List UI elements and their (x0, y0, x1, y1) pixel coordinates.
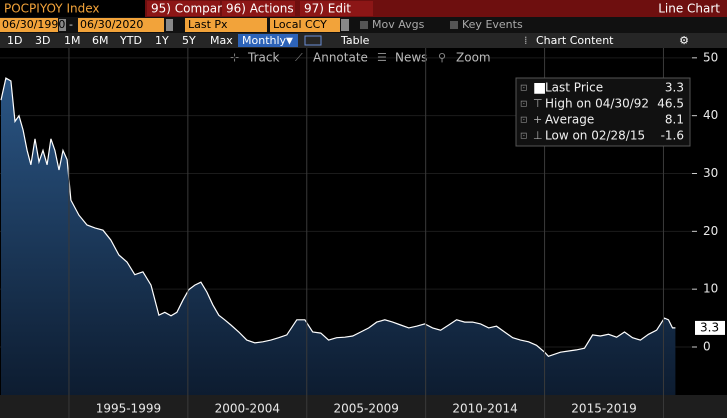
table-button[interactable]: Table (340, 34, 370, 47)
calendar-icon[interactable] (166, 19, 173, 31)
y-tick-label: 40 (703, 108, 718, 122)
currency: Local CCY (273, 18, 327, 31)
legend-icon: ⊡ (520, 100, 528, 110)
y-tick-label: 30 (703, 166, 718, 180)
legend-icon: ⊡ (520, 116, 528, 126)
legend-symbol: ■ (533, 80, 546, 96)
tool-button[interactable]: News (395, 51, 427, 65)
view-name: Line Chart (658, 2, 720, 16)
menu-label: 96) Actions (226, 2, 294, 16)
legend-value: 3.3 (665, 81, 684, 95)
menu-label: 97) Edit (304, 2, 351, 16)
legend-symbol: ⊥ (533, 129, 543, 142)
legend-symbol: + (533, 113, 542, 126)
y-axis-area (692, 48, 727, 395)
menu-button[interactable] (300, 1, 373, 16)
ticker: POCPIYOY Index (4, 2, 99, 16)
x-period-label: 2015-2019 (571, 402, 636, 416)
legend-box (515, 77, 691, 147)
settings-icon[interactable]: ⚙ (679, 34, 689, 47)
last-tag-label: 3.3 (700, 320, 719, 334)
y-tick-label: 50 (703, 50, 718, 64)
range-button[interactable]: 1M (64, 34, 81, 47)
tool-button[interactable]: Track (247, 51, 279, 65)
menu-label: 95) Compare (151, 2, 229, 16)
tool-icon: ⟋ (295, 51, 303, 64)
tool-icon: ☰ (377, 51, 387, 64)
end-field[interactable] (78, 18, 164, 32)
menu-button[interactable] (222, 1, 295, 16)
x-period-label: 2010-2014 (452, 402, 517, 416)
icon: ⁞ (524, 34, 528, 47)
y-tick-label: 10 (703, 282, 718, 296)
legend-icon: ⊡ (520, 132, 528, 142)
field-select[interactable] (185, 18, 267, 32)
range-button[interactable]: 5Y (182, 34, 196, 47)
range-button[interactable]: Max (210, 34, 233, 47)
last-tag (695, 320, 725, 335)
tool-button[interactable]: Annotate (313, 51, 368, 65)
y-tick-label: 20 (703, 224, 718, 238)
checkbox[interactable] (360, 21, 368, 29)
legend-label: Last Price (545, 81, 603, 95)
range-button[interactable]: 1Y (155, 34, 169, 47)
x-period-label: 1995-1999 (96, 402, 161, 416)
toggle[interactable]: Key Events (462, 18, 523, 31)
range-button[interactable]: 1D (7, 34, 22, 47)
start-field[interactable] (0, 18, 58, 32)
legend-label: High on 04/30/92 (545, 97, 649, 111)
tool-icon: ⚲ (438, 51, 446, 64)
ccy-select[interactable] (270, 18, 340, 32)
dash: - (69, 18, 73, 31)
x-period-label: 2000-2004 (215, 402, 280, 416)
range-button[interactable]: 6M (92, 34, 109, 47)
x-period-label: 2005-2009 (334, 402, 399, 416)
chart-content[interactable]: Chart Content (536, 34, 614, 47)
area (1, 78, 676, 395)
field: Last Px (188, 18, 228, 31)
menu-button[interactable] (147, 1, 220, 16)
price-line (0, 77, 676, 357)
dropdown[interactable] (341, 19, 349, 31)
legend-value: 8.1 (665, 113, 684, 127)
range-button[interactable]: 3D (35, 34, 50, 47)
frequency: Monthly (242, 34, 287, 47)
tool-icon: ⊹ (230, 51, 239, 64)
end-date: 06/30/2020 (80, 18, 143, 31)
frequency-select[interactable] (238, 34, 298, 47)
range-bar (0, 33, 727, 48)
legend-icon: ⊡ (520, 84, 528, 94)
legend-label: Low on 02/28/15 (545, 129, 645, 143)
x-axis-area (0, 395, 727, 418)
tool-button[interactable]: Zoom (456, 51, 491, 65)
legend-value: 46.5 (657, 97, 684, 111)
start-date: 06/30/1990 (2, 18, 65, 31)
checkbox[interactable] (450, 21, 458, 29)
calendar-icon[interactable] (59, 19, 66, 31)
toggle[interactable]: Mov Avgs (372, 18, 425, 31)
y-tick-label: 0 (703, 339, 711, 353)
chart-icon[interactable] (304, 35, 322, 46)
dropdown-arrow: ▼ (286, 37, 293, 47)
legend-symbol: ⊤ (533, 97, 543, 110)
legend-value: -1.6 (661, 129, 684, 143)
legend-label: Average (545, 113, 594, 127)
range-button[interactable]: YTD (119, 34, 142, 47)
